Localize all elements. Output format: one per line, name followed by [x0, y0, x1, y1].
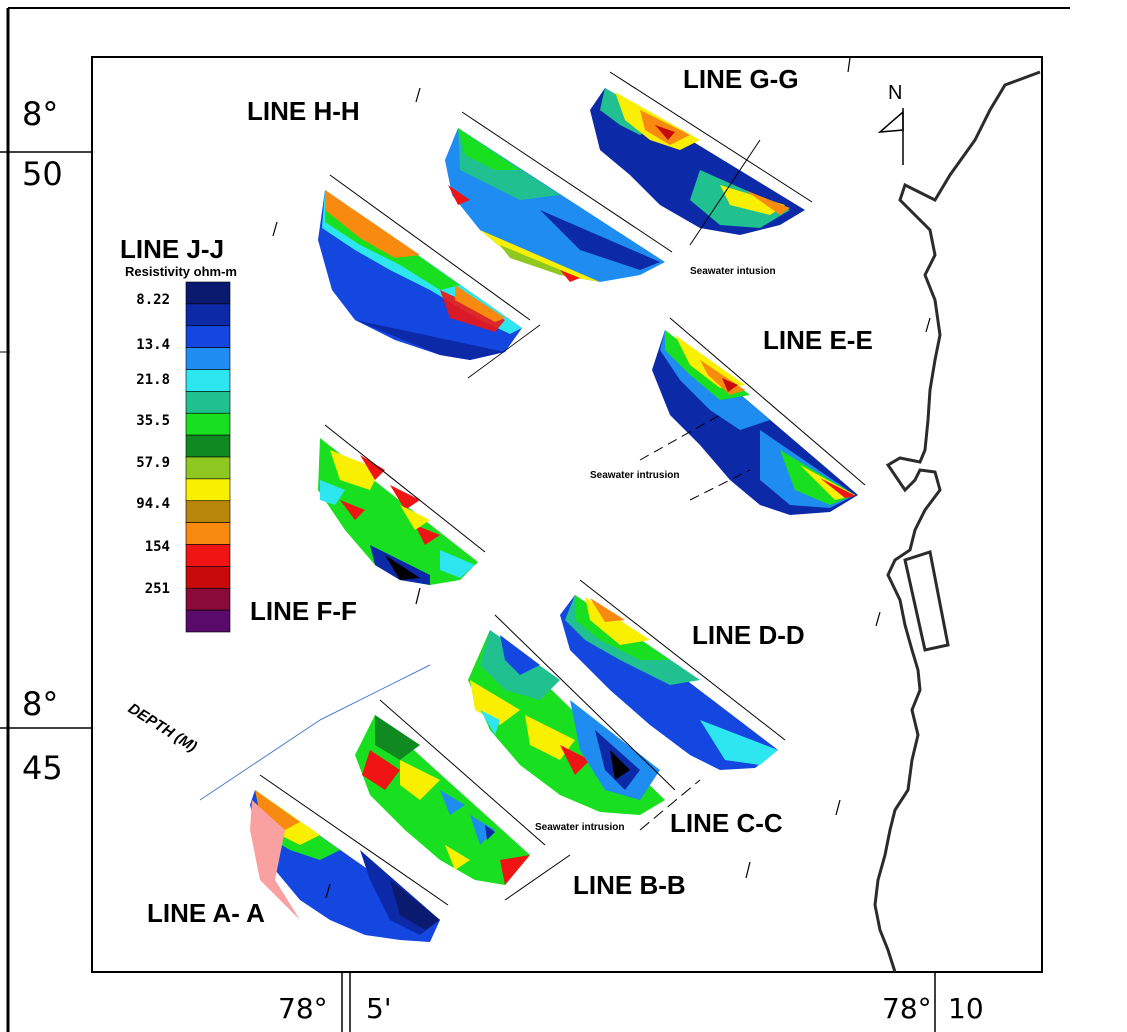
legend-value: 57.9 — [136, 455, 170, 471]
legend-swatch — [185, 478, 231, 502]
line-label-e: LINE E-E — [763, 325, 873, 355]
map-frame — [0, 7, 1070, 1032]
legend-swatch — [185, 369, 231, 392]
legend-swatch — [185, 456, 231, 480]
lat-bottom-minute: 45 — [22, 749, 63, 787]
legend-swatch — [185, 347, 231, 370]
line-label-g: LINE G-G — [683, 64, 799, 94]
lon-right-degree: 78° — [882, 992, 932, 1025]
section-g-g — [590, 71, 813, 246]
legend-value: 94.4 — [136, 496, 170, 512]
lat-top-minute: 50 — [22, 155, 63, 193]
seawater-note-g: Seawater intusion — [690, 266, 776, 277]
line-label-primes — [272, 57, 931, 899]
coastline-inlet — [903, 550, 950, 652]
section-e-e — [639, 317, 866, 515]
section-c-c — [468, 614, 701, 831]
legend-swatch — [185, 609, 231, 633]
seawater-note-e: Seawater intrusion — [590, 470, 680, 481]
legend-value: 251 — [144, 581, 170, 597]
legend-value: 154 — [144, 539, 170, 555]
north-label: N — [888, 82, 903, 104]
legend-swatch — [185, 281, 231, 305]
lon-left-degree: 78° — [278, 992, 328, 1025]
legend-value: 21.8 — [136, 372, 170, 388]
seawater-note-c: Seawater intrusion — [535, 822, 625, 833]
lon-left-minute: 5' — [366, 992, 392, 1025]
section-a-a — [199, 664, 449, 942]
legend-swatch — [185, 325, 231, 348]
legend-swatch — [185, 412, 231, 436]
line-label-c: LINE C-C — [670, 808, 783, 838]
line-label-j: LINE J-J — [120, 234, 225, 264]
legend-swatch — [185, 522, 231, 545]
line-label-d: LINE D-D — [692, 620, 805, 650]
section-h-h — [445, 111, 673, 282]
legend-swatch — [185, 587, 231, 611]
line-label-f: LINE F-F — [250, 596, 357, 626]
lat-top-degree: 8° — [22, 95, 59, 133]
section-f-f — [318, 424, 486, 585]
lat-bottom-degree: 8° — [22, 685, 59, 723]
line-label-h: LINE H-H — [247, 96, 360, 126]
line-label-b: LINE B-B — [573, 870, 686, 900]
legend-swatch — [185, 303, 231, 327]
line-label-a: LINE A- A — [147, 898, 265, 928]
lon-right-minute: 10 — [948, 992, 984, 1025]
legend-color-bar — [185, 281, 231, 633]
legend-value: 35.5 — [136, 413, 170, 429]
section-j-j — [318, 174, 541, 379]
legend-swatch — [185, 391, 231, 414]
section-b-b — [355, 699, 571, 901]
legend-swatch — [185, 544, 231, 567]
section-d-d — [560, 579, 786, 770]
legend-value: 13.4 — [136, 337, 170, 353]
legend-swatch — [185, 500, 231, 523]
legend-title: Resistivity ohm-m — [125, 264, 237, 279]
legend-value: 8.22 — [136, 292, 170, 308]
north-arrow-icon — [877, 108, 904, 165]
legend-swatch — [185, 434, 231, 458]
legend-swatch — [185, 566, 231, 589]
coastline — [873, 70, 1041, 973]
